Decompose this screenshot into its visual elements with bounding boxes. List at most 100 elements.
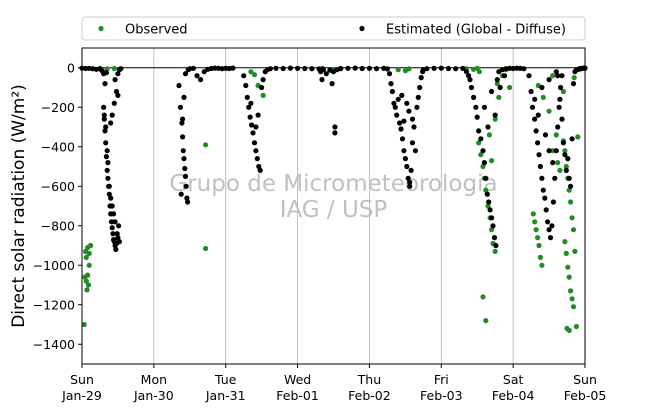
point-observed (570, 227, 577, 233)
point-estimated-global-diffuse (332, 130, 338, 136)
point-estimated-global-diffuse (476, 128, 482, 134)
x-tick-label-day: Mon (141, 372, 167, 387)
point-estimated-global-diffuse (535, 112, 541, 118)
x-tick-label-day: Sun (70, 372, 94, 387)
point-estimated-global-diffuse (555, 124, 561, 130)
point-observed (111, 65, 117, 72)
point-observed (553, 132, 559, 138)
point-observed (406, 66, 412, 72)
point-observed (568, 288, 574, 294)
y-tick-label: −200 (41, 100, 75, 115)
point-estimated-global-diffuse (332, 124, 338, 130)
point-estimated-global-diffuse (184, 195, 190, 201)
point-estimated-global-diffuse (445, 65, 452, 72)
point-estimated-global-diffuse (108, 219, 115, 225)
grid-lines (153, 48, 514, 364)
point-estimated-global-diffuse (181, 156, 187, 162)
point-observed (494, 81, 500, 87)
point-observed (483, 318, 489, 324)
point-estimated-global-diffuse (182, 71, 189, 77)
point-estimated-global-diffuse (114, 231, 120, 237)
x-tick-label-date: Jan-31 (205, 388, 246, 403)
point-estimated-global-diffuse (247, 114, 253, 120)
plot-background (82, 48, 585, 364)
point-estimated-global-diffuse (112, 77, 118, 83)
watermark-line-1: Grupo de Micrometeorologia (169, 171, 497, 197)
point-estimated-global-diffuse (553, 148, 559, 154)
point-estimated-global-diffuse (251, 140, 258, 146)
point-observed (536, 242, 542, 249)
point-observed (571, 75, 577, 81)
point-estimated-global-diffuse (113, 88, 120, 95)
point-observed (486, 132, 492, 138)
y-tick-label: −1200 (33, 297, 75, 312)
x-tick-label-date: Feb-02 (348, 388, 391, 403)
point-observed (507, 84, 513, 91)
point-observed (81, 321, 87, 328)
point-estimated-global-diffuse (110, 231, 116, 237)
point-estimated-global-diffuse (401, 148, 407, 154)
point-estimated-global-diffuse (323, 71, 329, 77)
point-observed (572, 248, 578, 254)
point-observed (260, 92, 266, 98)
x-tick-label-day: Thu (357, 372, 381, 387)
legend-estimated-label: Estimated (Global - Diffuse) (386, 23, 566, 38)
point-estimated-global-diffuse (543, 207, 549, 213)
point-observed (550, 73, 556, 79)
point-estimated-global-diffuse (392, 104, 398, 110)
point-observed (85, 282, 92, 288)
point-estimated-global-diffuse (484, 191, 490, 197)
point-estimated-global-diffuse (109, 112, 115, 118)
y-tick-label: −1400 (33, 337, 75, 352)
point-estimated-global-diffuse (556, 104, 562, 110)
point-estimated-global-diffuse (249, 122, 255, 128)
point-estimated-global-diffuse (295, 65, 301, 71)
x-tick-label-date: Feb-01 (276, 388, 319, 403)
point-estimated-global-diffuse (116, 239, 122, 245)
point-observed (566, 274, 572, 280)
point-estimated-global-diffuse (181, 94, 187, 100)
point-estimated-global-diffuse (248, 100, 254, 106)
point-estimated-global-diffuse (401, 118, 407, 124)
point-estimated-global-diffuse (521, 66, 527, 72)
point-estimated-global-diffuse (399, 136, 406, 142)
point-observed (569, 215, 575, 221)
point-estimated-global-diffuse (463, 69, 469, 75)
point-estimated-global-diffuse (559, 116, 565, 122)
x-tick-label-day: Tue (214, 372, 237, 387)
point-estimated-global-diffuse (103, 124, 109, 130)
point-estimated-global-diffuse (532, 96, 538, 102)
point-observed (562, 148, 568, 154)
point-estimated-global-diffuse (115, 92, 121, 98)
x-tick-label-date: Feb-04 (492, 388, 535, 403)
point-observed (476, 69, 482, 75)
point-estimated-global-diffuse (547, 235, 554, 241)
point-estimated-global-diffuse (529, 104, 536, 110)
point-observed (492, 248, 498, 254)
x-axis: SunJan-29MonJan-30TueJan-31WedFeb-01ThuF… (61, 364, 606, 403)
point-estimated-global-diffuse (253, 124, 259, 130)
point-estimated-global-diffuse (177, 104, 183, 110)
point-estimated-global-diffuse (182, 165, 188, 172)
point-estimated-global-diffuse (404, 100, 410, 106)
x-tick-label-day: Fri (434, 372, 449, 387)
point-estimated-global-diffuse (492, 112, 498, 118)
point-estimated-global-diffuse (319, 77, 325, 83)
point-estimated-global-diffuse (535, 140, 541, 146)
point-estimated-global-diffuse (549, 223, 555, 229)
point-estimated-global-diffuse (243, 82, 249, 89)
point-observed (485, 203, 491, 209)
point-estimated-global-diffuse (320, 67, 326, 73)
point-estimated-global-diffuse (105, 160, 111, 166)
point-observed (539, 262, 545, 268)
point-observed (535, 235, 541, 241)
point-estimated-global-diffuse (542, 132, 549, 138)
point-estimated-global-diffuse (489, 88, 495, 95)
point-estimated-global-diffuse (559, 73, 565, 79)
point-observed (83, 278, 89, 284)
point-observed (85, 272, 91, 278)
point-estimated-global-diffuse (409, 116, 416, 122)
x-tick-label-day: Sat (503, 372, 524, 387)
y-tick-label: −800 (41, 218, 75, 233)
point-observed (568, 199, 574, 205)
